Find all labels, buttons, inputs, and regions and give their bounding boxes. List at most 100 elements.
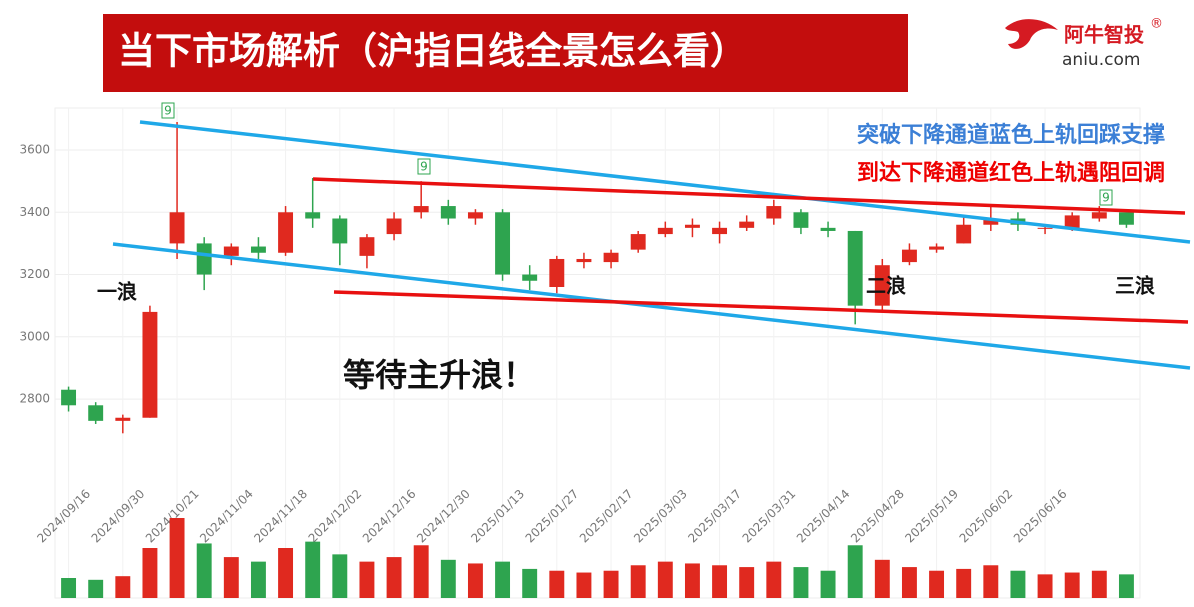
red-note: 到达下降通道红色上轨遇阻回调 xyxy=(857,160,1165,186)
volume-bar xyxy=(820,570,836,598)
volume-bar xyxy=(1064,572,1080,598)
logo: 阿牛智投 xyxy=(1064,23,1144,47)
volume-bar xyxy=(901,567,917,598)
candle-body xyxy=(522,274,538,281)
volume-bar xyxy=(440,559,456,598)
volume-bar xyxy=(169,518,185,598)
volume-bar xyxy=(250,561,266,598)
blue-lower-line xyxy=(112,242,1191,370)
volume-bar xyxy=(522,568,538,598)
volume-bar xyxy=(386,557,402,598)
y-tick-label: 2800 xyxy=(19,392,50,406)
volume-bar xyxy=(495,561,511,598)
volume-bar xyxy=(766,561,782,598)
candle-body xyxy=(1037,227,1053,229)
marker: 9 xyxy=(1102,191,1110,205)
channel-lines xyxy=(112,120,1191,370)
volume-bar xyxy=(1010,570,1026,598)
marker-box xyxy=(161,102,175,119)
volume-bar xyxy=(630,565,646,598)
marker-box xyxy=(417,158,431,175)
candle-body xyxy=(386,218,402,235)
y-tick-label: 3600 xyxy=(19,143,50,157)
volume-bar xyxy=(576,572,592,598)
candle-body xyxy=(956,224,972,244)
y-tick-label: 3200 xyxy=(19,267,50,281)
x-tick-label: 2025/04/28 xyxy=(848,487,907,546)
candle-body xyxy=(630,234,646,250)
volume-bar xyxy=(196,543,212,598)
volume-bar xyxy=(684,563,700,598)
title: 当下市场解析（沪指日线全景怎么看） xyxy=(118,30,747,73)
candle-body xyxy=(820,227,836,231)
volume-bar xyxy=(793,567,809,598)
x-tick-label: 2025/02/17 xyxy=(577,487,636,546)
volume-bar xyxy=(847,545,863,598)
wave-label: 三浪 xyxy=(1115,274,1155,298)
x-tick-label: 2024/09/16 xyxy=(34,487,93,546)
x-tick-label: 2024/11/18 xyxy=(251,487,310,546)
candle-body xyxy=(1091,212,1107,219)
x-tick-label: 2025/03/03 xyxy=(631,487,690,546)
red-upper-line xyxy=(312,177,1186,215)
x-tick-label: 2024/12/02 xyxy=(306,487,365,546)
candle-body xyxy=(603,252,619,263)
volume-bar xyxy=(115,576,131,598)
volume-bar xyxy=(223,557,239,598)
volume-bar xyxy=(874,559,890,598)
x-tick-label: 2024/12/16 xyxy=(360,487,419,546)
marker: 9 xyxy=(420,160,428,174)
logo-icon xyxy=(1005,19,1058,49)
volume-bar xyxy=(359,561,375,598)
candle-body xyxy=(359,237,375,256)
x-tick-label: 2025/04/14 xyxy=(794,487,853,546)
title-banner xyxy=(103,14,908,92)
candle-body xyxy=(983,218,999,225)
x-tick-label: 2025/05/19 xyxy=(902,487,961,546)
volume-bar xyxy=(956,568,972,598)
candle-body xyxy=(332,218,348,244)
volume-bar xyxy=(305,541,321,598)
candle-body xyxy=(576,258,592,263)
volume-bar xyxy=(142,548,158,598)
x-tick-label: 2024/09/30 xyxy=(89,487,148,546)
marker: 9 xyxy=(164,104,172,118)
volume-bar xyxy=(712,565,728,598)
wave-label: 二浪 xyxy=(866,274,906,298)
candle-body xyxy=(142,311,158,418)
y-tick-label: 3400 xyxy=(19,205,50,219)
x-tick-label: 2025/06/02 xyxy=(957,487,1016,546)
blue-note: 突破下降通道蓝色上轨回踩支撑 xyxy=(857,122,1165,148)
candle-body xyxy=(929,246,945,250)
volume-bar xyxy=(657,561,673,598)
candle-body xyxy=(1118,212,1134,225)
logo-mark: ® xyxy=(1150,17,1163,32)
candle-body xyxy=(766,206,782,219)
plot-frame xyxy=(54,107,1141,599)
volume-bar xyxy=(549,570,565,598)
x-tick-label: 2024/12/30 xyxy=(414,487,473,546)
candle-body xyxy=(115,417,131,421)
volume-bar xyxy=(1118,574,1134,598)
y-tick-label: 3000 xyxy=(19,329,50,343)
candle-body xyxy=(88,405,104,421)
volume-bar xyxy=(983,565,999,598)
volume-bar xyxy=(413,545,429,598)
candle-body xyxy=(467,212,483,219)
candle-body xyxy=(305,212,321,219)
volume-bar xyxy=(929,570,945,598)
candle-body xyxy=(250,246,266,253)
wave-label: 一浪 xyxy=(97,280,137,304)
candle-body xyxy=(712,227,728,235)
marker-box xyxy=(1099,189,1113,206)
candle-body xyxy=(793,212,809,228)
candle-body xyxy=(495,212,511,275)
volume-bar xyxy=(467,563,483,598)
volume-bar xyxy=(332,554,348,598)
candle-body xyxy=(169,212,185,244)
candle-body xyxy=(684,224,700,228)
candle-body xyxy=(413,206,429,213)
candle-body xyxy=(223,246,239,256)
volume-bar xyxy=(61,578,77,598)
volume-bar xyxy=(88,579,104,598)
